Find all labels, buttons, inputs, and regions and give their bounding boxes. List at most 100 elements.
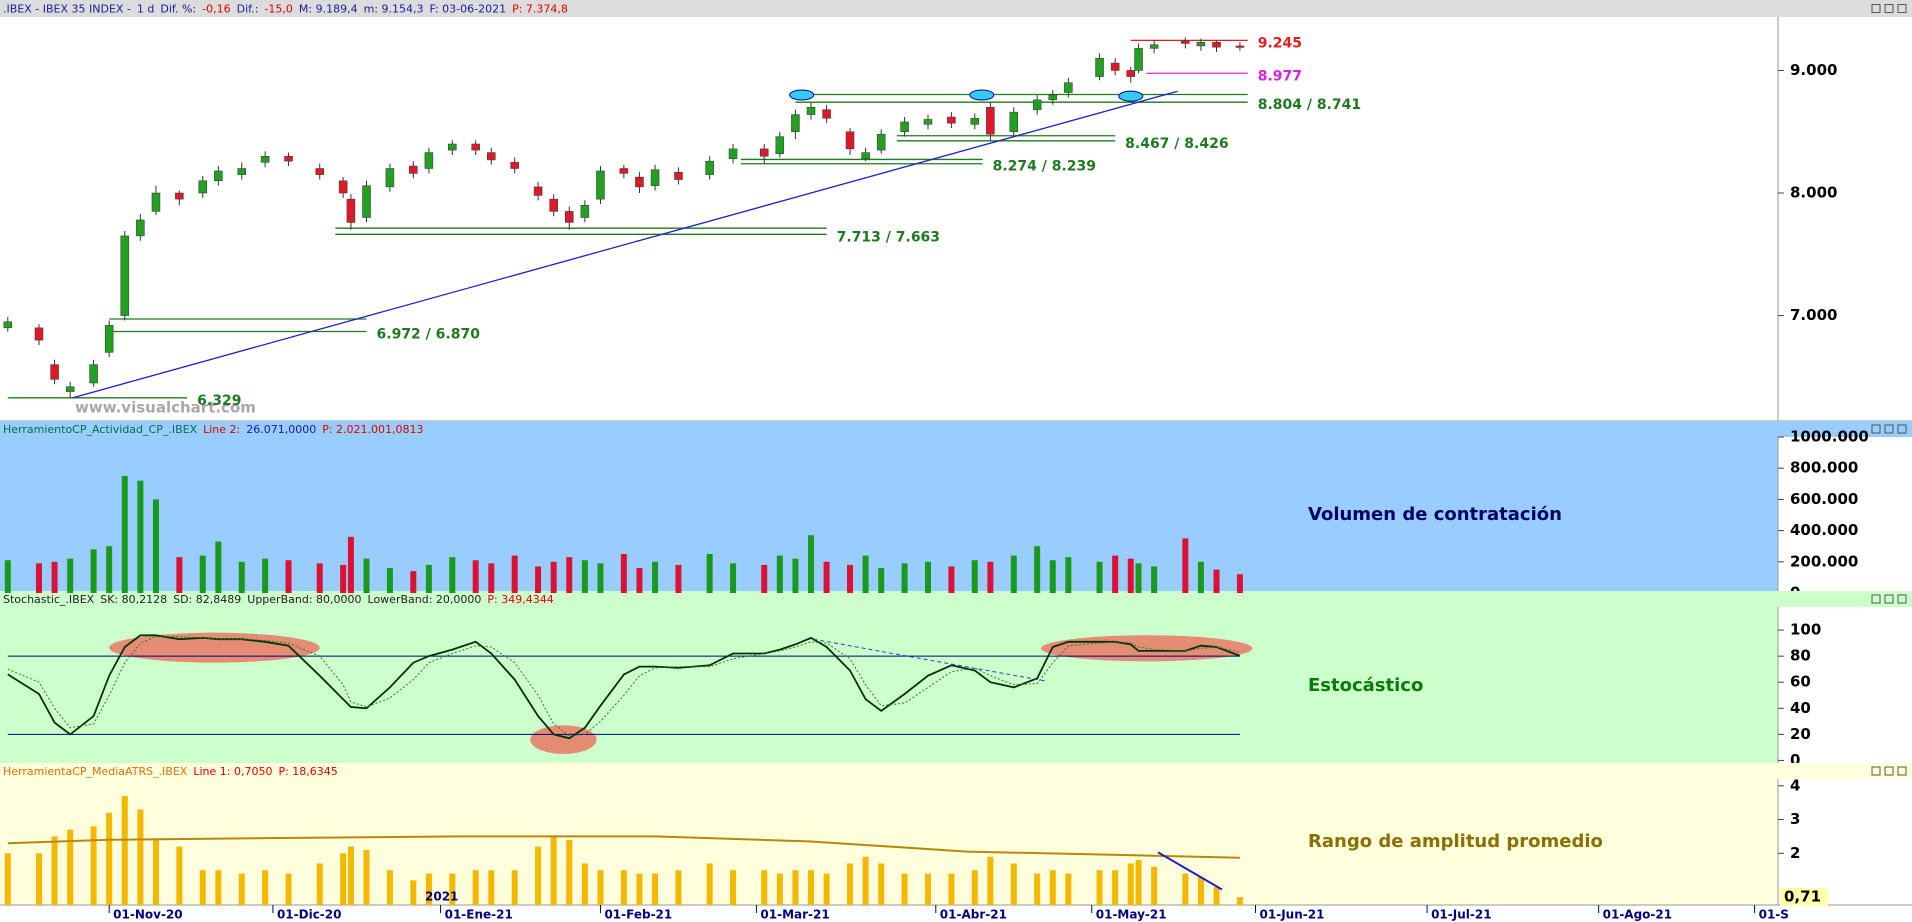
atr-bar [1135, 860, 1142, 905]
axis-background [1778, 437, 1912, 593]
volume-bar [636, 568, 643, 593]
header-item: Line 2: [203, 423, 240, 436]
volume-bar [449, 557, 456, 593]
candle-body [362, 185, 371, 218]
candle-body [619, 168, 629, 174]
atr-bar [472, 870, 479, 905]
last-value-box [1780, 887, 1828, 906]
y-tick-label: 20 [1790, 725, 1811, 743]
candle-body [580, 205, 590, 218]
header-item: HerramientaCP_MediaATRS_.IBEX [3, 765, 188, 778]
atr-bar [347, 846, 354, 905]
candle-body [549, 198, 558, 212]
header-item: F: 03-06-2021 [429, 3, 506, 16]
atr-bar [1127, 863, 1134, 905]
candle-body [728, 148, 738, 159]
candle-body [175, 192, 184, 200]
volume-bar [1112, 555, 1119, 593]
x-tick-label: 01-Ene-21 [445, 908, 513, 922]
candle-body [923, 119, 933, 125]
volume-bar [948, 566, 955, 593]
marker [789, 89, 815, 101]
candle-body [151, 192, 161, 212]
volume-bar [1197, 561, 1204, 593]
candle-body [650, 169, 660, 186]
atr-bar [792, 870, 799, 905]
volume-bar [1236, 574, 1243, 593]
atr-bar [106, 812, 113, 905]
volume-bar [90, 549, 97, 593]
candle-body [1064, 82, 1073, 93]
atr-bar [316, 863, 323, 905]
candle-body [596, 170, 605, 200]
volume-bar [706, 554, 713, 593]
volume-bar [51, 561, 58, 593]
candle-body [315, 168, 324, 175]
x-tick-label: 01-Mar-21 [760, 908, 829, 922]
y-tick-label: 600.000 [1790, 490, 1858, 508]
level-label: 8.804 / 8.741 [1258, 97, 1361, 113]
volume-bar [878, 568, 885, 593]
x-tick-label: 01-Abr-21 [940, 908, 1007, 922]
atr-bar [901, 873, 908, 905]
candle-body [260, 155, 270, 163]
atr-bar [823, 873, 830, 905]
panel-header [0, 0, 1912, 17]
candle-body [120, 235, 130, 316]
atr-bar [363, 849, 370, 905]
volume-bar [620, 554, 627, 593]
volume-bar [597, 563, 604, 593]
volume-bar [675, 564, 682, 593]
x-tick-label: 01-May-21 [1096, 908, 1167, 922]
header-item: SD: 82,8489 [173, 593, 241, 606]
candle-body [822, 109, 831, 119]
volume-bar [176, 557, 183, 593]
atr-bar [1065, 873, 1072, 905]
candle-body [861, 152, 870, 159]
candle-body [806, 106, 816, 115]
volume-bar [67, 558, 74, 593]
volume-bar [238, 561, 245, 593]
panel-label: Volumen de contratación [1308, 504, 1562, 525]
volume-bar [776, 555, 783, 593]
panel-label: Rango de amplitud promedio [1308, 831, 1603, 852]
volume-bar [1213, 569, 1220, 593]
level-label: 8.467 / 8.426 [1125, 136, 1228, 152]
atr-bar [847, 863, 854, 905]
volume-bar [386, 568, 393, 593]
header-item: SK: 80,2128 [100, 593, 167, 606]
candle-body [3, 321, 13, 329]
candle-body [409, 165, 418, 174]
volume-bar [901, 563, 908, 593]
candle-body [876, 133, 886, 151]
y-tick-label: 4 [1790, 776, 1800, 794]
atr-bar [215, 870, 222, 905]
window-button [1897, 766, 1907, 776]
y-tick-label: 2 [1790, 844, 1800, 862]
header-item: HerramientoCP_Actividad_CP_.IBEX [3, 423, 198, 436]
candle-body [986, 106, 995, 135]
axis-background [1778, 607, 1912, 765]
candle-body [284, 155, 293, 162]
atr-bar [1151, 866, 1158, 905]
atr-bar [776, 873, 783, 905]
window-button [1884, 4, 1894, 13]
panel-header-text: HerramientoCP_Actividad_CP_.IBEX Line 2: 2… [3, 423, 424, 436]
panel-header-text: .IBEX - IBEX 35 INDEX - 1 d Dif. %: -0,16 Di… [3, 3, 568, 16]
volume-bar [1010, 555, 1017, 593]
header-item: Stochastic_.IBEX [3, 593, 95, 606]
atr-bar [535, 846, 542, 905]
candle-body [136, 219, 145, 237]
header-item: m: 9.154,3 [364, 3, 424, 16]
x-tick-label: 01-Ago-21 [1603, 908, 1672, 922]
volume-bar [808, 535, 815, 593]
atr-trend [1157, 851, 1223, 891]
window-button [1871, 4, 1881, 13]
atr-bar [597, 870, 604, 905]
panel-header [0, 421, 1912, 437]
atr-bar [386, 870, 393, 905]
window-button [1871, 766, 1881, 776]
header-item: 1 d [137, 3, 154, 16]
volume-bar [316, 563, 323, 593]
